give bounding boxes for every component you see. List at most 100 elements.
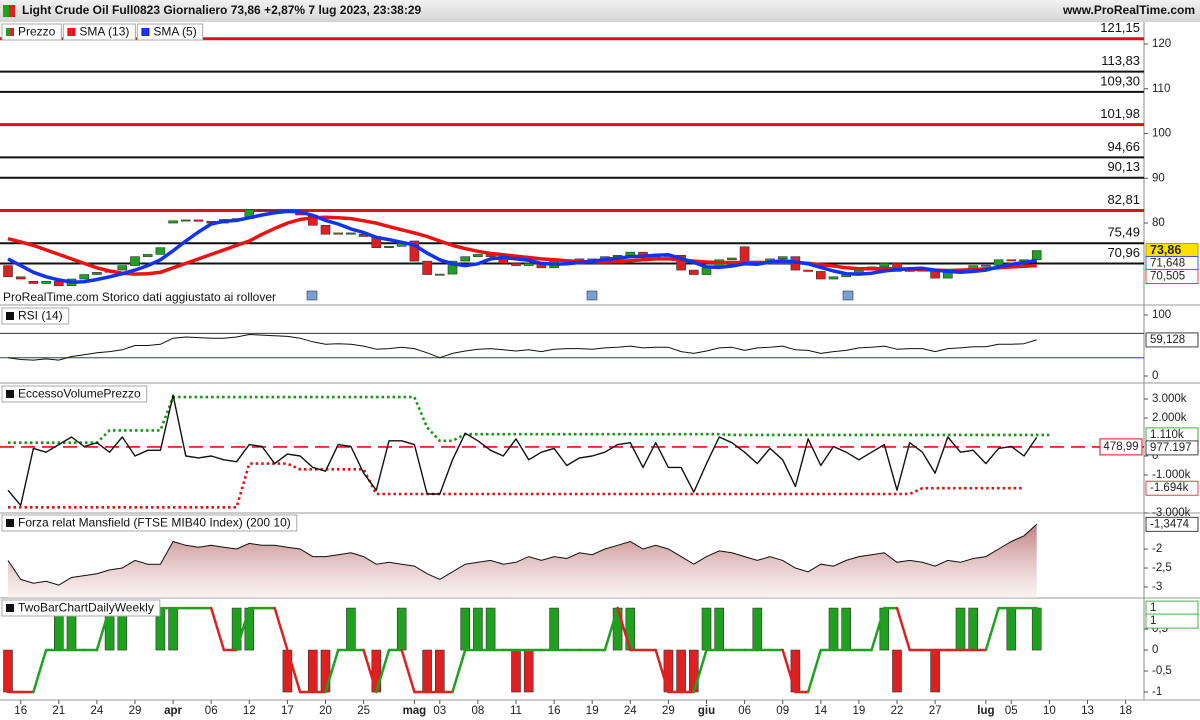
legend-swatch (6, 28, 10, 36)
value-badge (1145, 440, 1199, 456)
y-tick-label: 110 (1152, 83, 1170, 95)
y-tick-label: 3.000k (1152, 393, 1187, 405)
x-tick-label: 03 (433, 705, 446, 717)
candle (384, 246, 394, 248)
candle (460, 256, 471, 262)
candle (92, 272, 102, 275)
signal-line (286, 648, 302, 694)
title-bar (0, 0, 1200, 22)
series-line (7, 334, 1037, 361)
x-tick-label: 10 (1043, 705, 1056, 717)
candle (815, 271, 826, 280)
level-label: 75,49 (1107, 225, 1140, 240)
y-tick-label: 2.000k (1152, 412, 1187, 424)
y-tick-label: -2 (1152, 543, 1162, 555)
candle (701, 267, 712, 275)
x-tick-label: 06 (738, 705, 751, 717)
y-tick-label: -1 (1152, 686, 1162, 698)
signal-bar (485, 607, 496, 651)
signal-line (616, 606, 632, 652)
x-tick-label: 09 (776, 705, 789, 717)
signal-bar (168, 607, 178, 651)
signal-line (654, 648, 670, 694)
candle (434, 273, 445, 276)
legend-swatch (145, 28, 150, 36)
y-tick-label: -1.000k (1152, 469, 1191, 481)
x-tick-label: 20 (319, 705, 332, 717)
x-tick-label: 21 (52, 705, 65, 717)
value-badge-label: 71,648 (1150, 258, 1185, 270)
y-tick-label: 120 (1152, 38, 1171, 50)
legend-label: TwoBarChartDailyWeekly (18, 601, 154, 615)
value-badge (1145, 332, 1199, 348)
legend-swatch (10, 390, 14, 398)
x-tick-label: 24 (91, 705, 104, 717)
signal-line (895, 606, 911, 652)
candle (981, 264, 991, 267)
x-tick-label: giu (698, 705, 715, 717)
signal-line (362, 648, 378, 694)
legend-label: RSI (14) (18, 309, 63, 323)
signal-bar (422, 649, 432, 693)
y-tick-label: 100 (1152, 128, 1171, 140)
signal-line (273, 606, 289, 652)
level-label: 113,83 (1101, 53, 1140, 68)
level-label: 478,99 (1103, 441, 1138, 453)
y-tick-label: 90 (1152, 172, 1165, 184)
event-icon[interactable] (306, 290, 318, 301)
legend-box (1, 307, 70, 325)
x-tick-label: 16 (548, 705, 561, 717)
x-tick-label: lug (977, 705, 994, 717)
level-badge (1099, 438, 1143, 456)
legend-box (1, 514, 298, 532)
value-badge (1145, 613, 1199, 629)
series-line (7, 523, 1038, 586)
legend-swatch (6, 604, 10, 612)
candle (473, 254, 483, 257)
site-link[interactable]: www.ProRealTime.com (1062, 3, 1195, 17)
candle (688, 269, 699, 275)
legend-swatch (10, 604, 14, 612)
signal-line (603, 606, 619, 652)
legend-swatch (10, 519, 14, 527)
candle (511, 263, 521, 266)
x-tick-label: 17 (281, 705, 294, 717)
legend-box (62, 23, 136, 41)
candle (155, 247, 166, 255)
legend-swatch (71, 28, 76, 36)
value-badge (1145, 480, 1199, 496)
legend-swatch (6, 390, 10, 398)
signal-bar (892, 649, 902, 693)
candle (257, 209, 267, 212)
signal-line (984, 606, 1000, 652)
signal-bar (676, 649, 686, 693)
level-label: 121,15 (1100, 20, 1140, 35)
signal-bar (714, 607, 725, 651)
event-icon[interactable] (586, 290, 598, 301)
candle (1031, 250, 1042, 261)
signal-bar (434, 649, 445, 693)
y-tick-label: 0 (1152, 644, 1158, 656)
signal-line (324, 648, 340, 694)
x-tick-label: 22 (891, 705, 904, 717)
value-badge-label: -1.694k (1150, 482, 1189, 494)
value-badge (1145, 269, 1199, 284)
legend-label: EccessoVolumePrezzo (18, 387, 141, 401)
level-label: 70,96 (1107, 245, 1140, 260)
series-line (7, 215, 1037, 276)
candle (41, 280, 51, 284)
signal-line (451, 648, 467, 694)
level-label: 109,30 (1100, 73, 1140, 88)
candle (28, 280, 39, 284)
value-badge-label: 70,505 (1150, 271, 1185, 283)
band-line (8, 462, 1024, 509)
candle (447, 260, 458, 275)
signal-line (870, 606, 886, 652)
legend-swatch (67, 28, 72, 36)
signal-bar (1006, 607, 1017, 651)
legend-box (1, 23, 62, 41)
event-icon[interactable] (842, 290, 854, 301)
candle (879, 263, 890, 268)
candle (320, 224, 331, 235)
